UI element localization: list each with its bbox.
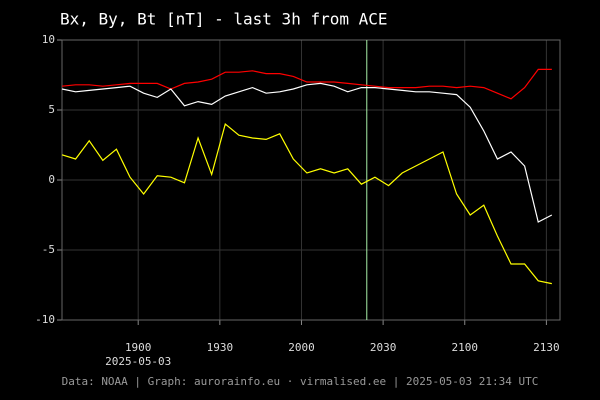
x-tick-label: 2130	[533, 341, 560, 354]
y-tick-label: -10	[35, 313, 55, 326]
x-tick-label: 1900	[125, 341, 152, 354]
x-tick-label: 2030	[370, 341, 397, 354]
data-line	[61, 122, 552, 285]
y-tick-label: -5	[42, 243, 55, 256]
x-tick-label: 2000	[288, 341, 315, 354]
date-label: 2025-05-03	[105, 355, 171, 368]
y-tick-label: 10	[42, 33, 55, 46]
data-line	[61, 82, 553, 223]
data-line	[61, 68, 552, 100]
y-tick-label: 5	[48, 103, 55, 116]
chart-title: Bx, By, Bt [nT] - last 3h from ACE	[60, 10, 388, 29]
y-tick-label: 0	[48, 173, 55, 186]
footer: Data: NOAA | Graph: aurorainfo.eu · virm…	[62, 375, 539, 388]
plot-frame	[61, 39, 561, 321]
x-tick-label: 1930	[207, 341, 234, 354]
x-tick-label: 2100	[452, 341, 479, 354]
